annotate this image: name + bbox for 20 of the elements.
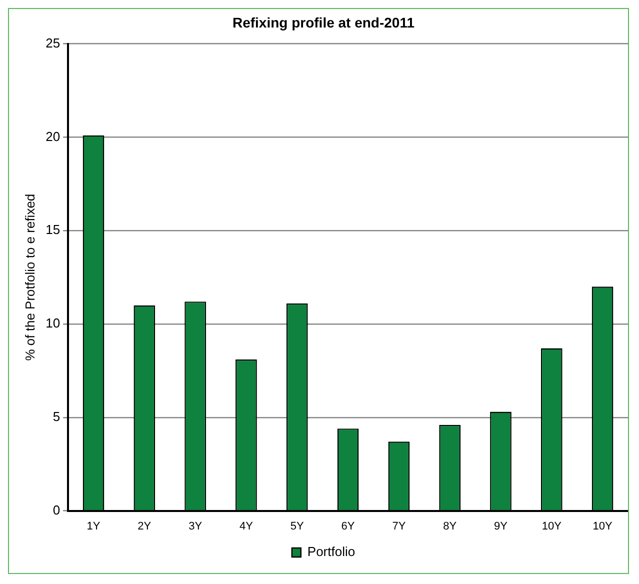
y-tick-label: 20 [46, 128, 60, 144]
y-tick-label: 5 [52, 408, 60, 424]
x-tick-label: 9Y [494, 520, 508, 532]
x-tick-label: 10Y [542, 520, 562, 532]
x-tick-label: 4Y [239, 520, 254, 532]
x-tick-label: 7Y [392, 520, 406, 532]
x-tick-label: 8Y [443, 520, 458, 532]
x-tick-label: 6Y [341, 520, 356, 532]
y-tick-label: 10 [46, 316, 60, 331]
legend-label: Portfolio [307, 544, 356, 560]
y-tick-label: 25 [46, 35, 60, 50]
x-tick-label: 5Y [290, 520, 305, 532]
x-tick-label: 10Y [592, 520, 613, 532]
y-tick-label: 0 [52, 502, 60, 518]
y-tick-label: 15 [46, 222, 60, 238]
y-axis-title: % of the Protfolio to e refixed [22, 194, 38, 361]
x-tick-label: 1Y [86, 520, 101, 532]
x-tick-label: 2Y [138, 520, 152, 532]
x-tick-label: 3Y [188, 520, 203, 532]
chart-title: Refixing profile at end-2011 [232, 14, 415, 30]
